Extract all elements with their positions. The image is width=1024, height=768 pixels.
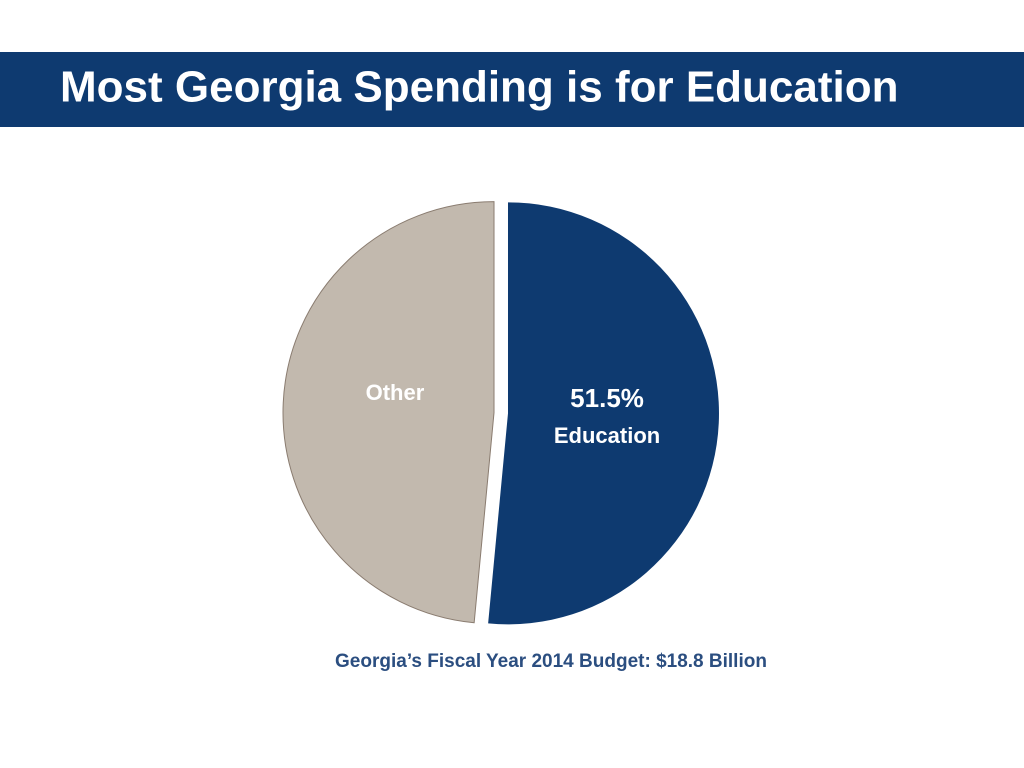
value-label: 51.5%	[570, 383, 644, 413]
pie-slice	[282, 201, 495, 624]
chart-title: Most Georgia Spending is for Education	[60, 63, 899, 112]
category-label: Education	[554, 423, 660, 448]
title-bar	[0, 52, 1024, 127]
category-label: Other	[366, 380, 425, 405]
pie-slice	[488, 202, 719, 625]
caption: Georgia’s Fiscal Year 2014 Budget: $18.8…	[335, 651, 767, 672]
